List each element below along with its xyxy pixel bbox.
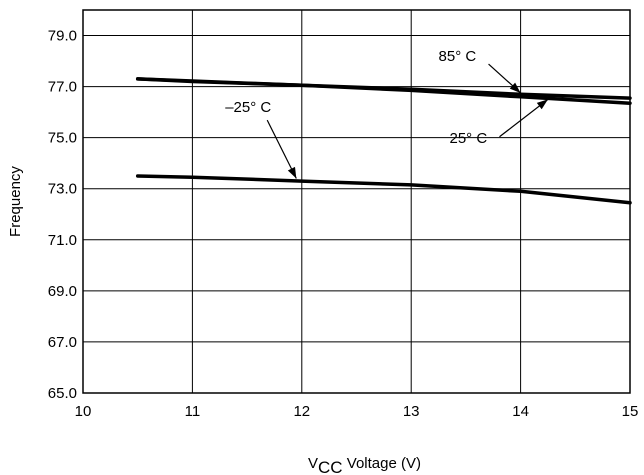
x-axis-label-main: V [308, 455, 318, 472]
y-tick-label: 75.0 [48, 130, 77, 147]
x-tick-label: 12 [293, 403, 310, 420]
x-axis-label-rest: Voltage (V) [343, 455, 421, 472]
x-tick-label: 14 [512, 403, 529, 420]
x-tick-label: 13 [403, 403, 420, 420]
series-arrowhead-0 [509, 82, 521, 93]
y-tick-label: 69.0 [48, 283, 77, 300]
x-tick-labels: 10 11 12 13 14 15 [75, 403, 639, 420]
y-tick-label: 67.0 [48, 334, 77, 351]
x-tick-label: 10 [75, 403, 92, 420]
series-line-1 [135, 77, 632, 105]
y-tick-label: 71.0 [48, 232, 77, 249]
series-line-2 [135, 174, 632, 205]
x-axis-label-subscript: CC [318, 458, 343, 475]
series-label-0: 85° C [439, 48, 477, 65]
series-label-2: –25° C [225, 99, 271, 116]
x-tick-label: 11 [185, 403, 201, 420]
grid-lines [82, 10, 631, 394]
plot-frame [82, 9, 631, 394]
series-layer [135, 77, 632, 205]
series-arrowhead-2 [287, 166, 297, 179]
series-label-1: 25° C [449, 130, 487, 147]
y-tick-label: 73.0 [48, 181, 77, 198]
y-axis-label: Frequency [7, 166, 24, 237]
x-axis-label: VCC Voltage (V) [308, 455, 421, 475]
series-arrowhead-1 [536, 99, 548, 110]
y-tick-label: 77.0 [48, 79, 77, 96]
series-label-layer: 85° C 25° C –25° C [225, 48, 549, 179]
y-tick-label: 79.0 [48, 28, 77, 45]
x-tick-label: 15 [622, 403, 639, 420]
y-tick-labels: 65.0 67.0 69.0 71.0 73.0 75.0 77.0 79.0 [48, 28, 77, 402]
y-tick-label: 65.0 [48, 385, 77, 402]
